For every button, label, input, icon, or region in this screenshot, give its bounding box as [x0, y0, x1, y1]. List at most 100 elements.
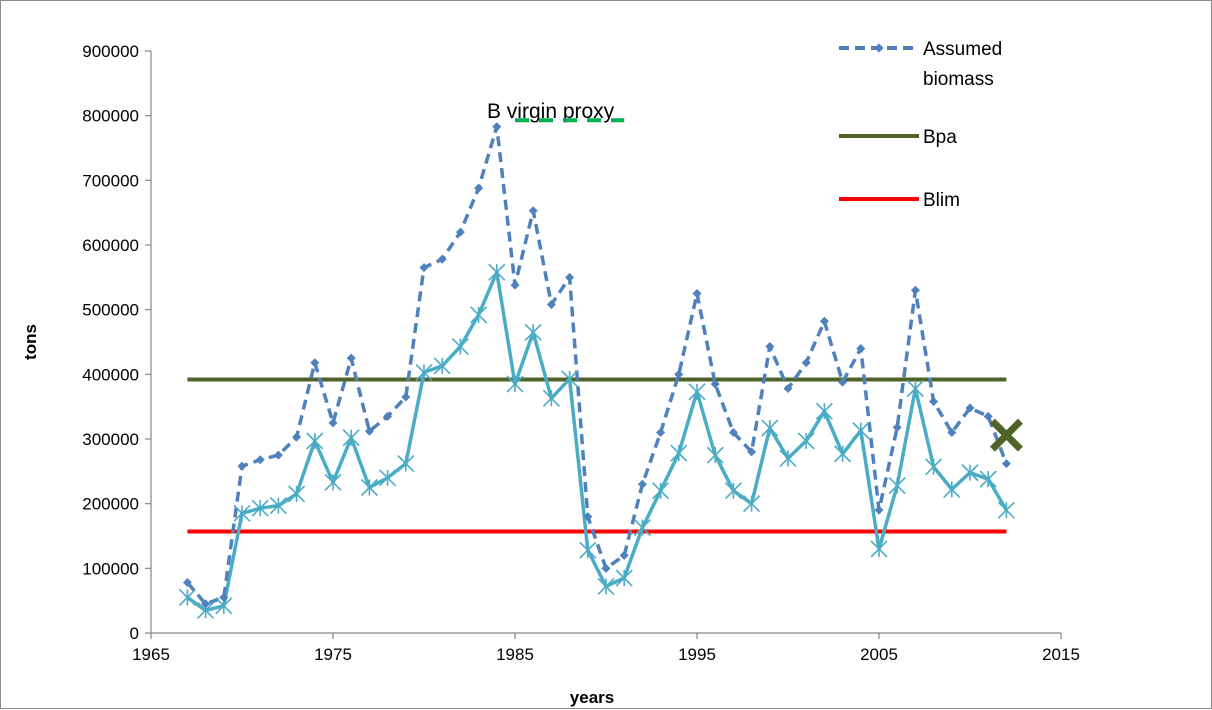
data-point-cyan — [542, 389, 560, 407]
x-tick-label: 2005 — [860, 645, 898, 664]
x-point-marker — [989, 418, 1023, 452]
data-point-cyan — [652, 482, 670, 500]
x-tick-label: 1995 — [678, 645, 716, 664]
data-point-assumed-biomass — [1001, 459, 1011, 469]
data-point-cyan — [597, 577, 615, 596]
data-point-cyan — [743, 495, 761, 513]
axes — [145, 50, 1062, 639]
legend-item-blim: Blim — [839, 190, 960, 211]
data-point-assumed-biomass — [510, 280, 520, 290]
data-point-cyan — [870, 540, 888, 558]
data-point-assumed-biomass — [201, 599, 211, 609]
data-point-assumed-biomass — [728, 428, 738, 438]
data-point-cyan — [488, 263, 506, 281]
data-point-assumed-biomass — [455, 227, 465, 237]
data-point-assumed-biomass — [983, 411, 993, 421]
data-point-assumed-biomass — [965, 403, 975, 413]
series-layer — [186, 118, 1009, 613]
data-point-cyan — [360, 478, 378, 497]
data-point-cyan — [888, 476, 906, 495]
data-point-assumed-biomass — [310, 358, 320, 368]
data-point-cyan — [470, 306, 488, 324]
data-point-cyan — [688, 383, 706, 401]
x-tick-label: 1965 — [132, 645, 170, 664]
data-point-cyan — [342, 429, 360, 447]
data-point-cyan — [561, 370, 579, 388]
data-point-cyan — [834, 445, 852, 463]
data-point-assumed-biomass — [528, 206, 538, 216]
data-point-assumed-biomass — [656, 428, 666, 438]
data-point-cyan — [433, 357, 451, 375]
data-point-assumed-biomass — [182, 578, 192, 588]
legend: Assumed biomass Bpa Blim — [839, 39, 1002, 211]
data-point-cyan — [324, 473, 342, 491]
data-point-cyan — [415, 363, 433, 381]
legend-label: Blim — [923, 190, 960, 211]
series-line-assumed-biomass — [186, 124, 1009, 606]
data-point-assumed-biomass — [419, 263, 429, 273]
data-point-assumed-biomass — [929, 396, 939, 406]
data-point-cyan — [797, 432, 815, 450]
data-point-cyan — [251, 499, 269, 517]
data-point-cyan — [670, 444, 688, 462]
data-point-cyan — [524, 323, 542, 341]
y-tick-label: 900000 — [82, 42, 139, 61]
y-tick-label: 200000 — [82, 495, 139, 514]
data-point-assumed-biomass — [637, 479, 647, 489]
data-point-assumed-biomass — [237, 461, 247, 471]
data-point-assumed-biomass — [874, 505, 884, 515]
data-point-assumed-biomass — [583, 512, 593, 522]
y-tick-label: 500000 — [82, 301, 139, 320]
data-point-cyan — [379, 469, 397, 487]
data-point-assumed-biomass — [601, 563, 611, 573]
legend-item-bpa: Bpa — [839, 127, 957, 148]
data-point-assumed-biomass — [910, 285, 920, 295]
data-point-assumed-biomass — [747, 447, 757, 457]
data-point-assumed-biomass — [255, 455, 265, 465]
data-point-assumed-biomass — [273, 450, 283, 460]
data-point-cyan — [815, 402, 833, 420]
data-point-cyan — [779, 449, 797, 467]
data-point-assumed-biomass — [328, 418, 338, 428]
annotation-b-virgin-proxy: B virgin proxy — [487, 100, 615, 123]
y-tick-label: 400000 — [82, 365, 139, 384]
data-point-cyan — [852, 422, 870, 440]
data-point-cyan — [615, 569, 633, 587]
data-point-assumed-biomass — [947, 428, 957, 438]
y-tick-label: 300000 — [82, 430, 139, 449]
data-point-assumed-biomass — [838, 377, 848, 387]
data-point-cyan — [269, 497, 287, 515]
data-point-assumed-biomass — [819, 316, 829, 326]
y-axis-title: tons — [21, 324, 40, 360]
data-point-assumed-biomass — [674, 369, 684, 379]
data-point-cyan — [506, 375, 524, 393]
markers — [178, 122, 1023, 619]
data-point-cyan — [979, 470, 997, 488]
data-point-assumed-biomass — [856, 343, 866, 353]
data-point-assumed-biomass — [710, 379, 720, 389]
data-point-cyan — [997, 501, 1015, 519]
data-point-assumed-biomass — [401, 392, 411, 402]
x-tick-label: 1985 — [496, 645, 534, 664]
data-point-cyan — [178, 588, 196, 606]
data-point-assumed-biomass — [692, 289, 702, 298]
data-point-assumed-biomass — [364, 426, 374, 436]
data-point-cyan — [706, 446, 724, 464]
data-point-cyan — [397, 455, 415, 473]
data-point-assumed-biomass — [474, 183, 484, 193]
series-line-cyan — [186, 270, 1008, 613]
legend-label: Assumed — [923, 39, 1002, 60]
x-tick-label: 1975 — [314, 645, 352, 664]
legend-label: biomass — [923, 69, 994, 90]
data-point-assumed-biomass — [801, 358, 811, 368]
data-point-assumed-biomass — [783, 384, 793, 394]
y-tick-label: 100000 — [82, 559, 139, 578]
y-tick-label: 800000 — [82, 107, 139, 126]
data-point-cyan — [761, 419, 779, 437]
data-point-assumed-biomass — [765, 342, 775, 352]
data-point-assumed-biomass — [892, 422, 902, 432]
data-point-assumed-biomass — [383, 411, 393, 421]
data-point-assumed-biomass — [565, 272, 575, 282]
